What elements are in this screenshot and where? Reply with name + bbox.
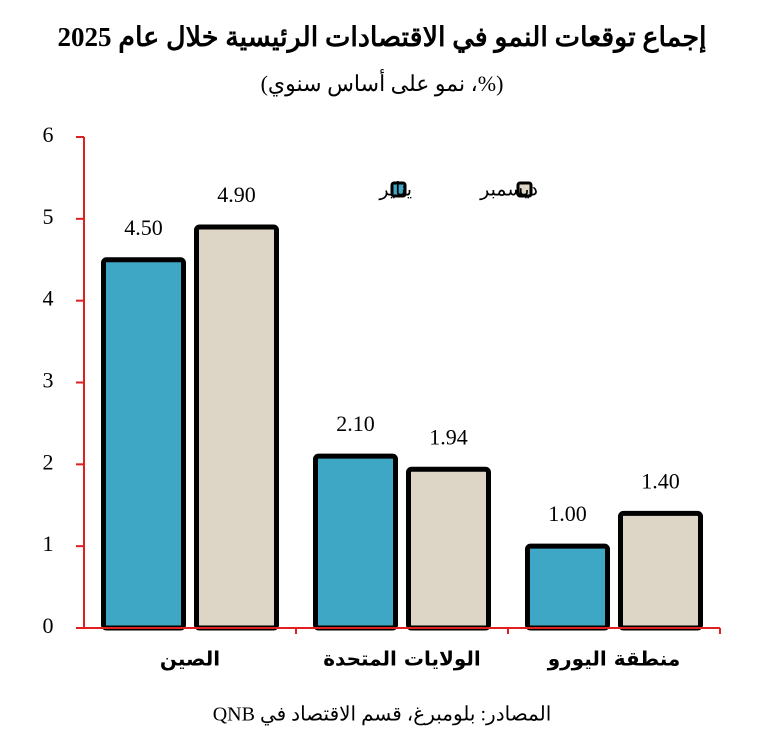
bar <box>194 224 279 631</box>
value-label: 4.90 <box>217 182 256 207</box>
value-label: 4.50 <box>124 215 163 240</box>
y-tick-label: 6 <box>43 122 54 147</box>
y-tick-label: 2 <box>43 449 54 474</box>
x-tick-label: منطقة اليورو <box>547 647 681 671</box>
bar <box>525 543 610 631</box>
y-tick-label: 0 <box>43 613 54 638</box>
y-tick-label: 4 <box>43 286 54 311</box>
legend-label: ديسمبر <box>479 179 538 201</box>
chart-title: إجماع توقعات النمو في الاقتصادات الرئيسي… <box>57 22 706 54</box>
source-note: المصادر: بلومبرغ، قسم الاقتصاد في QNB <box>213 704 552 726</box>
legend-swatch <box>390 181 407 198</box>
y-tick-label: 1 <box>43 531 54 556</box>
legend-swatch <box>516 181 533 198</box>
value-label: 1.00 <box>548 501 587 526</box>
chart-subtitle: (%، نمو على أساس سنوي) <box>261 68 504 97</box>
value-label: 1.40 <box>641 468 680 493</box>
y-tick-label: 5 <box>43 204 54 229</box>
legend-label: يناير <box>378 179 412 201</box>
bar <box>618 510 703 631</box>
bar <box>313 453 398 631</box>
value-label: 1.94 <box>429 424 468 449</box>
y-tick-label: 3 <box>43 368 54 393</box>
x-tick-label: الصين <box>160 647 220 671</box>
bar <box>406 466 491 631</box>
x-tick-label: الولايات المتحدة <box>323 647 481 671</box>
value-label: 2.10 <box>336 411 375 436</box>
bar <box>101 257 186 631</box>
